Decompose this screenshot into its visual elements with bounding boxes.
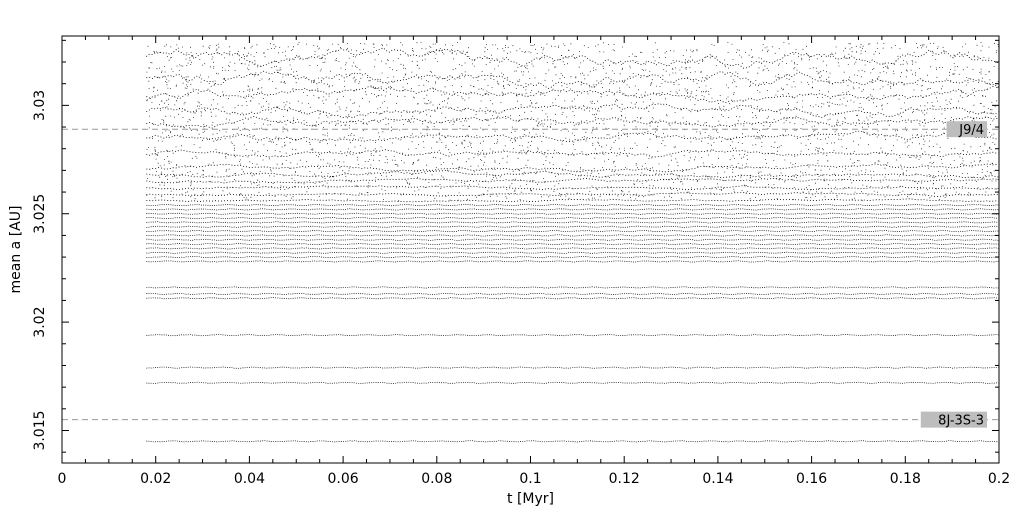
chaotic-orbit-track <box>146 149 999 158</box>
chaotic-orbit-track <box>146 115 999 129</box>
x-tick-label: 0.1 <box>519 471 541 487</box>
stable-orbit-track <box>146 256 999 259</box>
y-tick-label: 3.015 <box>32 410 48 450</box>
stable-orbit-track <box>146 238 999 241</box>
y-axis: 3.015 3.02 3.025 3.03 <box>32 39 999 453</box>
stable-orbit-track <box>146 217 999 220</box>
chaotic-orbit-track <box>146 198 999 203</box>
chaotic-scatter <box>146 42 1000 202</box>
x-tick-label: 0.14 <box>702 471 733 487</box>
x-tick-label: 0.16 <box>796 471 827 487</box>
chaotic-orbit-track <box>146 177 999 184</box>
y-axis-label: mean a [AU] <box>8 206 24 294</box>
y-tick-label: 3.02 <box>32 307 48 338</box>
x-tick-label: 0.12 <box>609 471 640 487</box>
chaotic-orbit-track <box>146 103 999 119</box>
stable-orbit-track <box>146 260 999 263</box>
resonance-label: 8J-3S-3 <box>938 414 984 429</box>
x-tick-label: 0 <box>58 471 67 487</box>
stable-orbit-track <box>146 234 999 237</box>
stable-orbit-track <box>146 297 999 300</box>
x-tick-label: 0.2 <box>988 471 1010 487</box>
scatter-points <box>146 42 1000 202</box>
stable-orbit-track <box>146 225 999 228</box>
chaotic-orbit-track <box>146 70 999 89</box>
y-tick-label: 3.025 <box>32 194 48 234</box>
stable-orbit-track <box>146 334 999 337</box>
chaotic-orbit-track <box>146 130 999 143</box>
chaotic-orbit-track <box>146 85 999 104</box>
x-tick-label: 0.02 <box>140 471 171 487</box>
stable-orbit-track <box>146 243 999 246</box>
stable-orbit-track <box>146 247 999 250</box>
resonance-label-box <box>920 411 987 428</box>
stable-orbit-track <box>146 212 999 215</box>
x-axis: 0 0.02 0.04 0.06 0.08 0.1 0.12 0.14 0.16 0.18 0.2 <box>58 36 1010 487</box>
stable-orbit-track <box>146 292 999 295</box>
chaotic-orbit-track <box>146 163 999 173</box>
stable-orbit-track <box>146 440 999 443</box>
chaotic-orbit-track <box>146 185 999 191</box>
chaotic-orbit-track <box>146 170 999 179</box>
x-tick-label: 0.08 <box>421 471 452 487</box>
x-tick-label: 0.18 <box>890 471 921 487</box>
stable-orbit-track <box>146 230 999 233</box>
stable-orbit-track <box>146 366 999 369</box>
stable-orbit-track <box>146 381 999 384</box>
stable-orbit-track <box>146 221 999 224</box>
x-tick-label: 0.04 <box>234 471 265 487</box>
y-tick-label: 3.03 <box>32 90 48 121</box>
stable-orbit-track <box>146 204 999 207</box>
resonance-lines: J9/4 8J-3S-3 <box>62 121 999 429</box>
x-axis-label: t [Myr] <box>507 491 554 507</box>
x-tick-label: 0.06 <box>328 471 359 487</box>
chaotic-orbit-track <box>146 47 999 69</box>
stable-orbit-track <box>146 251 999 254</box>
orbit-tracks <box>146 42 1000 443</box>
chaotic-orbit-track <box>146 191 999 197</box>
stable-orbit-track <box>146 286 999 289</box>
stable-orbit-track <box>146 208 999 211</box>
resonance-label: J9/4 <box>958 123 984 138</box>
resonance-label-box <box>946 121 987 138</box>
